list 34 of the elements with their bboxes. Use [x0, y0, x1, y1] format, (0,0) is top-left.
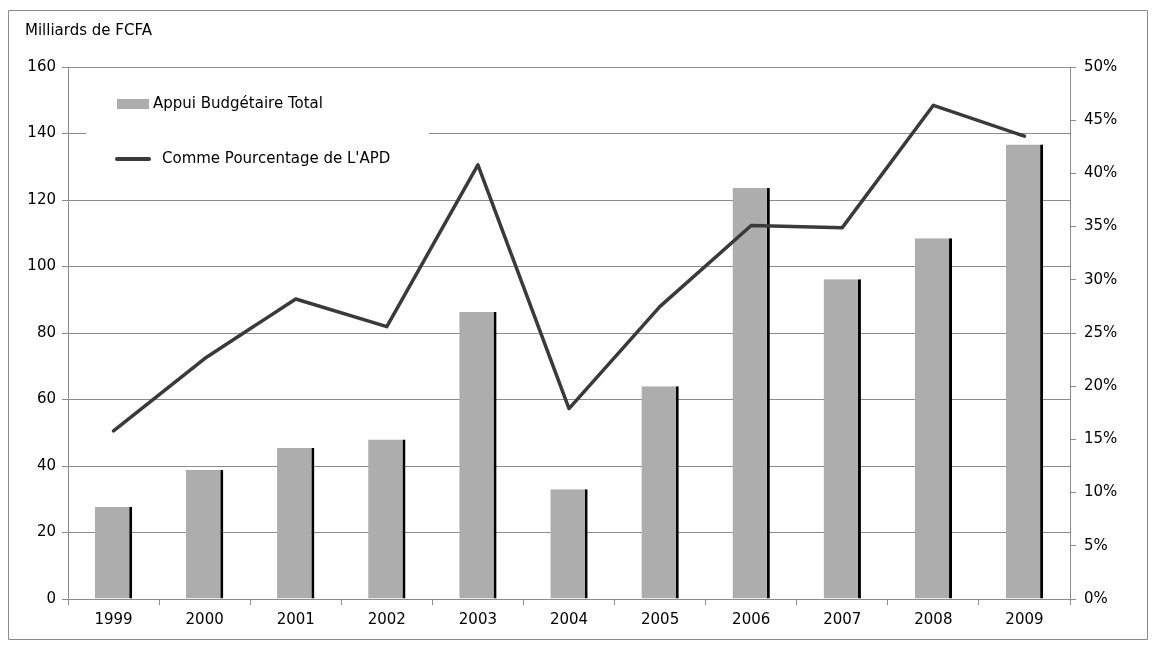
y-axis-title: Milliards de FCFA — [25, 20, 153, 39]
y-tick-label: 20 — [36, 522, 56, 541]
legend-label: Appui Budgétaire Total — [153, 93, 323, 112]
y2-tick-label: 25% — [1084, 322, 1118, 341]
y2-tick-label: 40% — [1084, 163, 1118, 182]
y2-tick-label: 10% — [1084, 482, 1118, 501]
x-tick-label: 2001 — [276, 609, 315, 628]
y2-tick-label: 35% — [1084, 216, 1118, 235]
y2-tick-label: 50% — [1084, 56, 1118, 75]
x-tick-label: 2006 — [732, 609, 771, 628]
x-tick-label: 1999 — [94, 609, 133, 628]
y2-tick-label: 20% — [1084, 376, 1118, 395]
y-tick-label: 160 — [27, 56, 56, 75]
y-tick-label: 40 — [36, 455, 56, 474]
x-tick-label: 2004 — [549, 609, 589, 628]
x-tick-label: 2007 — [823, 609, 862, 628]
y2-tick-label: 30% — [1084, 269, 1118, 288]
y-tick-label: 140 — [27, 123, 56, 142]
y2-tick-label: 0% — [1084, 588, 1108, 607]
y2-tick-label: 5% — [1084, 535, 1108, 554]
y-tick-label: 100 — [27, 256, 56, 275]
y-tick-label: 120 — [27, 189, 56, 208]
x-tick-label: 2000 — [185, 609, 224, 628]
x-tick-label: 2005 — [641, 609, 680, 628]
y2-tick-label: 45% — [1084, 110, 1118, 129]
x-tick-label: 2002 — [367, 609, 406, 628]
x-tick-label: 2008 — [914, 609, 953, 628]
x-tick-label: 2009 — [1005, 609, 1044, 628]
y-tick-label: 0 — [46, 588, 56, 607]
y-tick-label: 60 — [36, 389, 56, 408]
y-tick-label: 80 — [36, 322, 56, 341]
legend-label: Comme Pourcentage de L'APD — [162, 148, 391, 167]
y2-tick-label: 15% — [1084, 429, 1118, 448]
x-tick-label: 2003 — [458, 609, 497, 628]
